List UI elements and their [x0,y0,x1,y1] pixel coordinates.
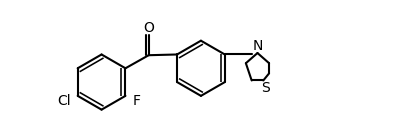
Text: F: F [132,94,140,108]
Text: S: S [260,81,269,95]
Text: O: O [143,21,154,35]
Text: Cl: Cl [57,94,71,108]
Text: N: N [252,39,263,53]
